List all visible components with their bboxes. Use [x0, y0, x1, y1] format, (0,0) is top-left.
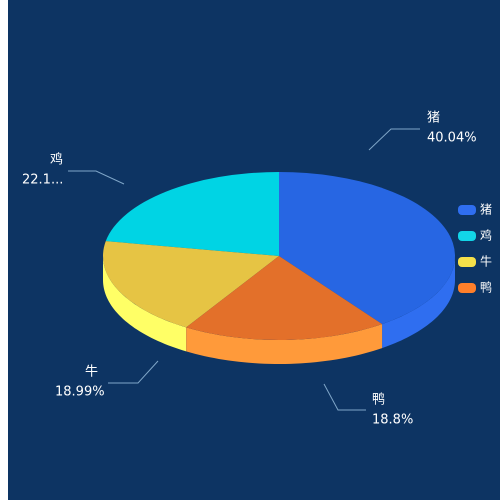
slice-label: 18.99%	[55, 385, 105, 400]
slice-side	[186, 324, 383, 364]
slice-name: 猪	[427, 111, 440, 126]
slice-label: 22.1...	[22, 173, 63, 188]
slice	[186, 256, 383, 340]
left-strip	[0, 0, 8, 500]
leader-line	[323, 383, 366, 411]
legend-label[interactable]: 猪	[480, 203, 492, 217]
slice	[105, 172, 279, 256]
slice	[279, 172, 455, 325]
leader-line	[108, 360, 159, 384]
slice-name: 鸡	[50, 152, 63, 168]
legend-label[interactable]: 牛	[480, 254, 492, 269]
slice-name: 鸭	[372, 393, 385, 408]
leader-line	[368, 128, 420, 151]
legend-swatch[interactable]	[458, 205, 476, 215]
slice-side	[103, 256, 187, 352]
legend-swatch[interactable]	[458, 231, 476, 241]
legend-swatch[interactable]	[458, 283, 476, 293]
legend-label[interactable]: 鸡	[480, 228, 492, 243]
slice	[103, 241, 279, 328]
slice-name: 牛	[85, 365, 98, 380]
slice-side	[382, 256, 455, 349]
leader-line	[68, 170, 125, 185]
legend-label[interactable]: 鸭	[480, 281, 492, 295]
slice-label: 18.8%	[372, 413, 413, 428]
slice-label: 40.04%	[427, 131, 477, 146]
legend-swatch[interactable]	[458, 257, 476, 267]
